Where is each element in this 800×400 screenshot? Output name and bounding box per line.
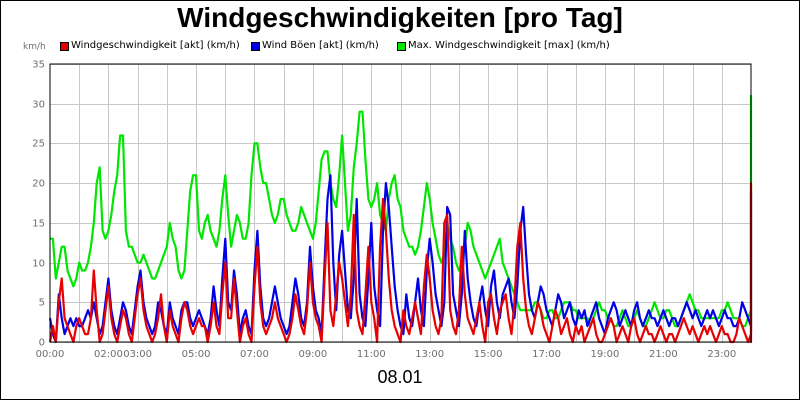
y-tick-label: 5	[39, 298, 45, 309]
x-tick-label: 15:00	[474, 349, 503, 360]
x-tick-label: 03:00	[123, 349, 152, 360]
x-tick-label: 02:00	[94, 349, 123, 360]
y-tick-label: 20	[32, 179, 45, 190]
plot-area	[50, 64, 751, 342]
legend-label-max: Max. Windgeschwindigkeit [max] (km/h)	[408, 40, 610, 51]
y-tick-label: 10	[32, 259, 45, 270]
x-tick-label: 00:00	[36, 349, 65, 360]
y-tick-label: 15	[32, 219, 45, 230]
y-tick-label: 25	[32, 139, 45, 150]
legend-label-gusts: Wind Böen [akt] (km/h)	[262, 40, 379, 51]
x-tick-label: 05:00	[182, 349, 211, 360]
legend: Windgeschwindigkeit [akt] (km/h) Wind Bö…	[60, 39, 760, 53]
x-tick-label: 09:00	[298, 349, 327, 360]
legend-swatch-gusts	[251, 42, 260, 51]
y-unit-label: km/h	[23, 42, 46, 52]
y-tick-label: 0	[39, 338, 45, 349]
chart-title: Windgeschwindigkeiten [pro Tag]	[177, 2, 623, 33]
plot-border	[49, 63, 752, 343]
x-tick-label: 11:00	[357, 349, 386, 360]
x-tick-label: 23:00	[707, 349, 736, 360]
legend-swatch-max	[397, 42, 406, 51]
x-axis-caption: 08.01	[377, 367, 423, 387]
x-tick-label: 21:00	[649, 349, 678, 360]
legend-swatch-speed	[60, 42, 69, 51]
y-tick-labels: 0 5 10 15 20 25 30 35	[32, 60, 45, 349]
x-tick-label: 13:00	[415, 349, 444, 360]
x-tick-label: 17:00	[532, 349, 561, 360]
legend-label-speed: Windgeschwindigkeit [akt] (km/h)	[71, 40, 240, 51]
x-tick-label: 07:00	[240, 349, 269, 360]
x-tick-label: 19:00	[591, 349, 620, 360]
x-tick-labels: 00:00 02:00 03:00 05:00 07:00 09:00 11:00 13:00…	[36, 349, 737, 360]
y-tick-label: 35	[32, 60, 45, 71]
y-tick-label: 30	[32, 100, 45, 111]
